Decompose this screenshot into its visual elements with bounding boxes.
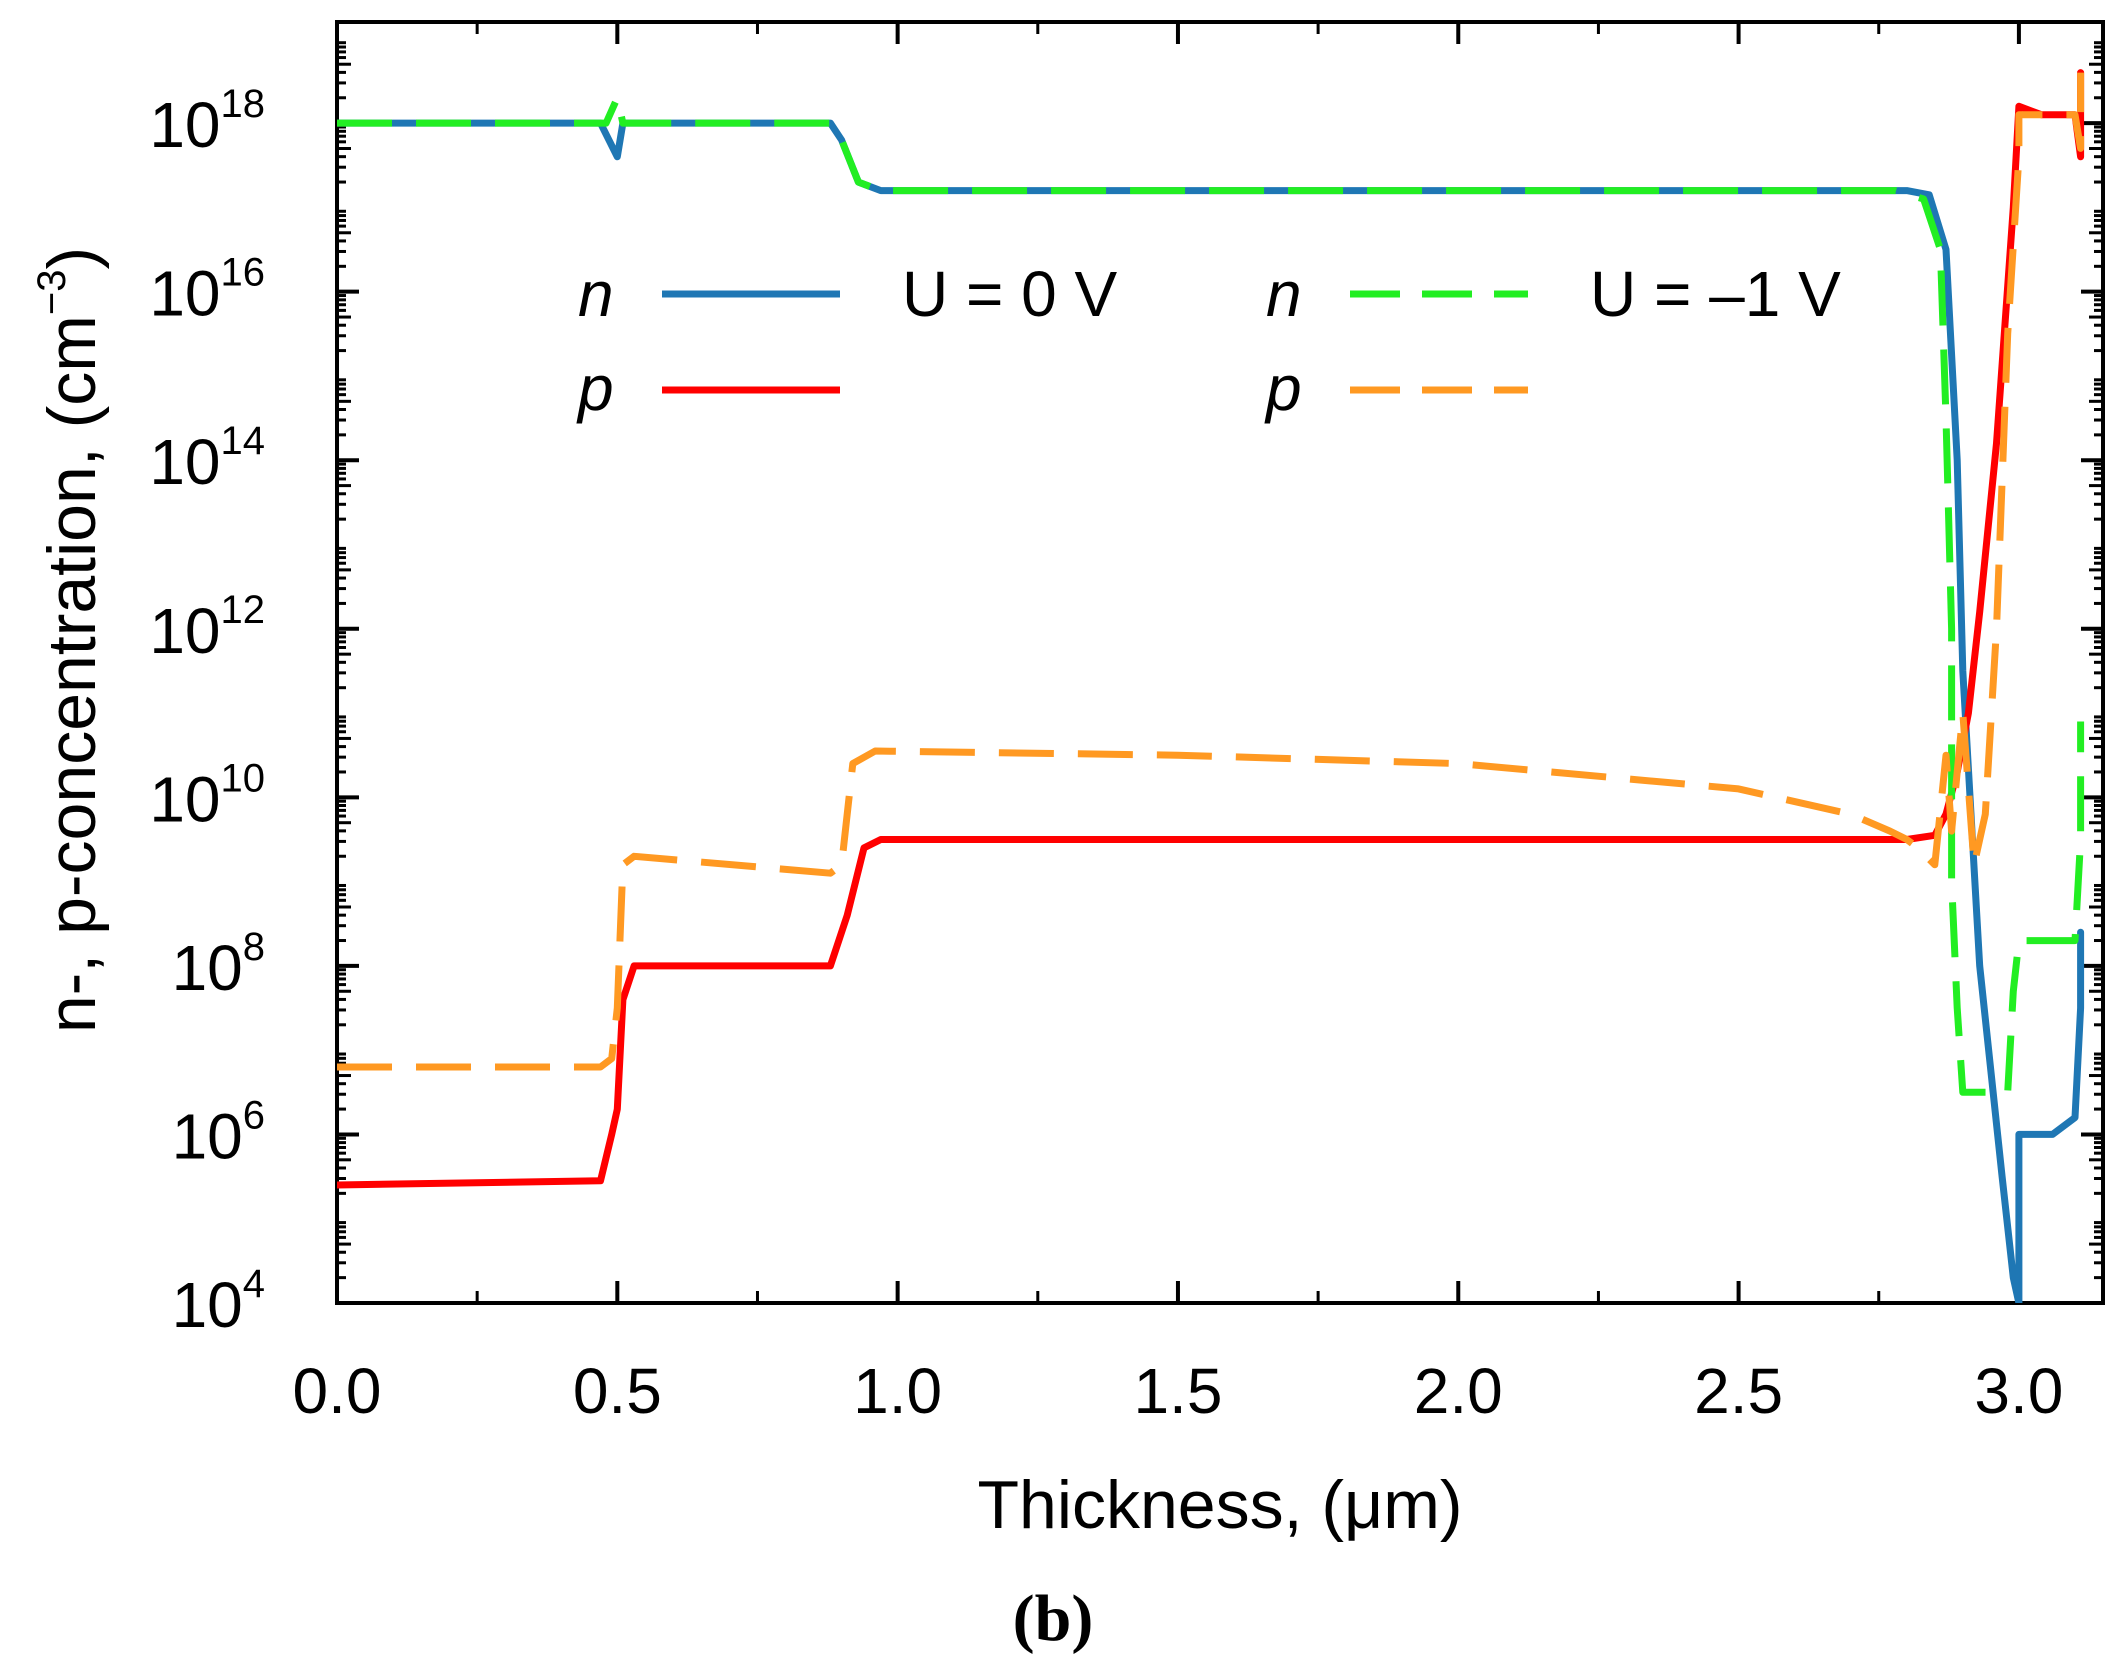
series-line-2: [337, 94, 2085, 1096]
data-series: [337, 69, 2085, 1303]
legend-p-symbol-u0: p: [576, 352, 614, 424]
series-line-3: [337, 72, 2085, 1071]
x-tick-label: 0.5: [573, 1355, 662, 1427]
y-tick-label: 104: [172, 1262, 265, 1341]
legend: n U = 0 V p n U = –1 V p: [576, 258, 1841, 424]
x-tick-label: 1.5: [1133, 1355, 1222, 1427]
x-tick-label: 2.0: [1414, 1355, 1503, 1427]
y-tick-exponent: 4: [243, 1262, 265, 1306]
y-tick-label: 1018: [149, 82, 265, 161]
panel-label: (b): [1013, 1582, 1094, 1655]
x-tick-label: 3.0: [1974, 1355, 2063, 1427]
y-tick-label: 1012: [149, 588, 265, 667]
x-tick-label: 2.5: [1694, 1355, 1783, 1427]
legend-n-symbol-u1: n: [1266, 258, 1302, 330]
x-axis-title: Thickness, (μm): [978, 1467, 1463, 1543]
y-axis-title-exponent: −3: [30, 269, 74, 315]
legend-u1-label: U = –1 V: [1590, 258, 1841, 330]
y-tick-label: 1010: [149, 756, 265, 835]
x-tick-label: 0.0: [293, 1355, 382, 1427]
y-axis-title-suffix: ): [34, 247, 110, 270]
y-tick-exponent: 8: [243, 925, 265, 969]
y-tick-exponent: 6: [243, 1093, 265, 1137]
x-axis-ticks: 0.0 0.5 1.0 1.5 2.0 2.5 3.0: [293, 22, 2063, 1427]
y-axis-title: n-, p-concentration, (cm−3): [30, 247, 110, 1033]
y-tick-label: 1014: [149, 419, 265, 498]
y-axis-title-prefix: n-, p-concentration, (cm: [34, 315, 110, 1033]
y-tick-exponent: 10: [221, 756, 266, 800]
legend-u0-label: U = 0 V: [902, 258, 1118, 330]
y-tick-exponent: 16: [221, 251, 266, 295]
plot-area-frame: [335, 20, 2105, 1305]
y-tick-label: 1016: [149, 251, 265, 330]
y-tick-exponent: 18: [221, 82, 266, 126]
y-tick-exponent: 12: [221, 588, 266, 632]
legend-n-symbol-u0: n: [578, 258, 614, 330]
x-tick-label: 1.0: [853, 1355, 942, 1427]
y-tick-label: 108: [172, 925, 265, 1004]
y-tick-label: 106: [172, 1093, 265, 1172]
y-tick-exponent: 14: [221, 419, 266, 463]
legend-p-symbol-u1: p: [1264, 352, 1302, 424]
series-line-1: [337, 69, 2085, 1189]
